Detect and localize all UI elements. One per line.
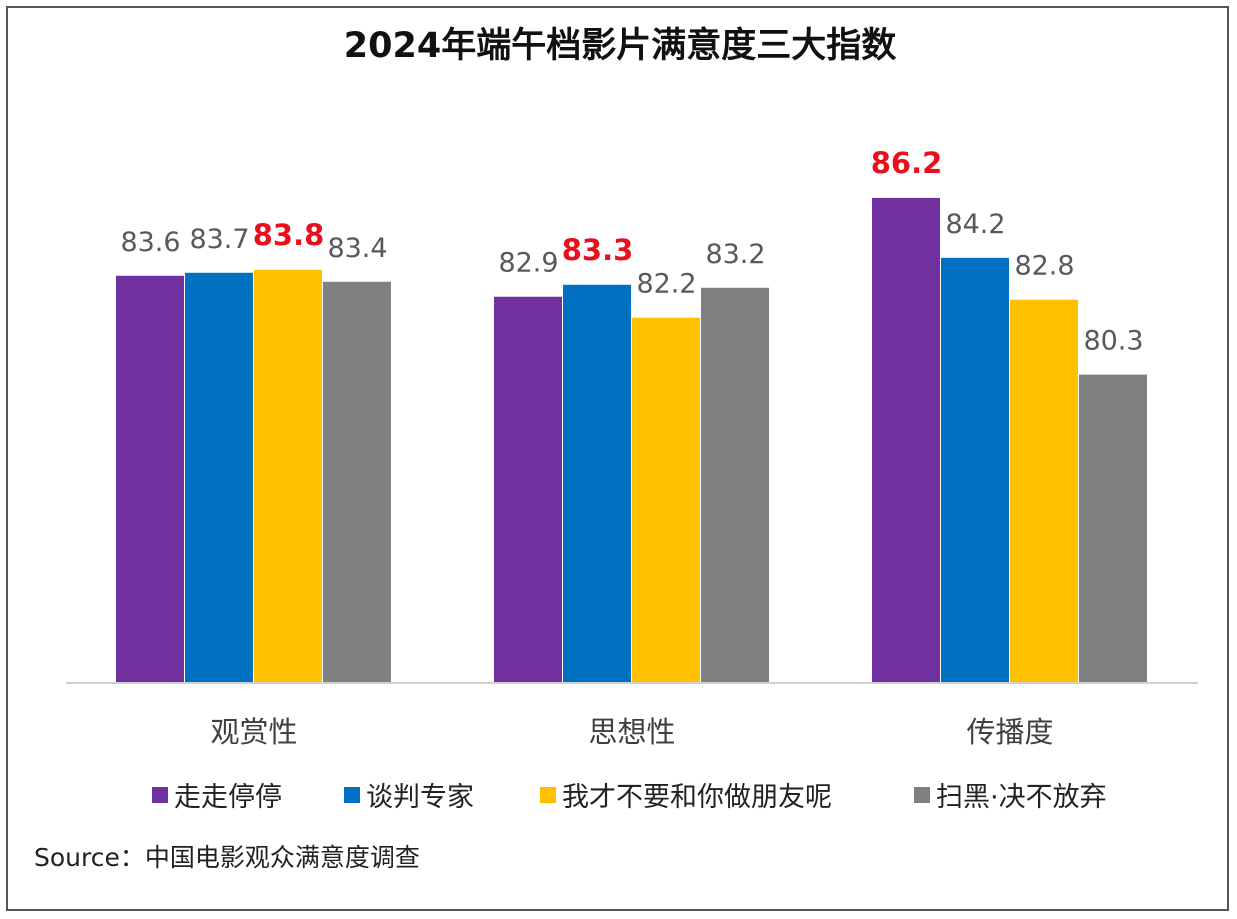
data-label-2-1: 84.2 <box>945 209 1005 240</box>
chart-title: 2024年端午档影片满意度三大指数 <box>344 26 896 66</box>
bar-1-2 <box>632 317 700 683</box>
data-label-2-2: 82.8 <box>1014 251 1074 282</box>
bar-0-3 <box>323 281 391 683</box>
data-label-2-3: 80.3 <box>1083 326 1143 357</box>
data-label-0-3: 83.4 <box>327 233 387 264</box>
category-label-1: 思想性 <box>588 715 675 749</box>
bar-2-3 <box>1079 374 1147 683</box>
bar-2-0 <box>872 197 940 684</box>
data-label-0-1: 83.7 <box>189 224 249 255</box>
category-label-2: 传播度 <box>966 715 1053 749</box>
bar-0-0 <box>116 275 184 683</box>
bar-0-1 <box>185 272 253 683</box>
data-label-0-2: 83.8 <box>253 218 325 252</box>
bar-2-1 <box>941 257 1009 683</box>
category-label-0: 观赏性 <box>210 715 297 749</box>
data-label-2-0: 86.2 <box>871 146 943 180</box>
legend-label-2: 我才不要和你做朋友呢 <box>562 782 832 813</box>
legend-label-1: 谈判专家 <box>366 782 474 813</box>
data-label-1-1: 83.3 <box>562 233 634 267</box>
bar-0-2 <box>254 269 322 683</box>
legend-label-3: 扫黑·决不放弃 <box>936 782 1107 813</box>
legend-label-0: 走走停停 <box>174 782 282 813</box>
bar-2-2 <box>1010 299 1078 683</box>
bar-1-3 <box>701 287 769 683</box>
legend-swatch-0 <box>152 787 168 803</box>
category-label-group: 观赏性 思想性 传播度 <box>210 715 1053 749</box>
source-note: Source：中国电影观众满意度调查 <box>34 843 420 872</box>
legend: 走走停停 谈判专家 我才不要和你做朋友呢 扫黑·决不放弃 <box>152 782 1107 813</box>
bar-1-0 <box>494 296 562 683</box>
legend-swatch-2 <box>540 787 556 803</box>
bar-1-1 <box>563 284 631 683</box>
data-label-1-0: 82.9 <box>498 248 558 279</box>
data-label-1-2: 82.2 <box>636 269 696 300</box>
legend-swatch-3 <box>914 787 930 803</box>
legend-swatch-1 <box>344 787 360 803</box>
data-label-1-3: 83.2 <box>705 239 765 270</box>
data-label-0-0: 83.6 <box>120 227 180 258</box>
bar-group <box>116 197 1147 684</box>
data-label-group: 83.6 83.7 83.8 83.4 82.9 83.382.2 83.2 86.284.2… <box>120 146 1143 357</box>
